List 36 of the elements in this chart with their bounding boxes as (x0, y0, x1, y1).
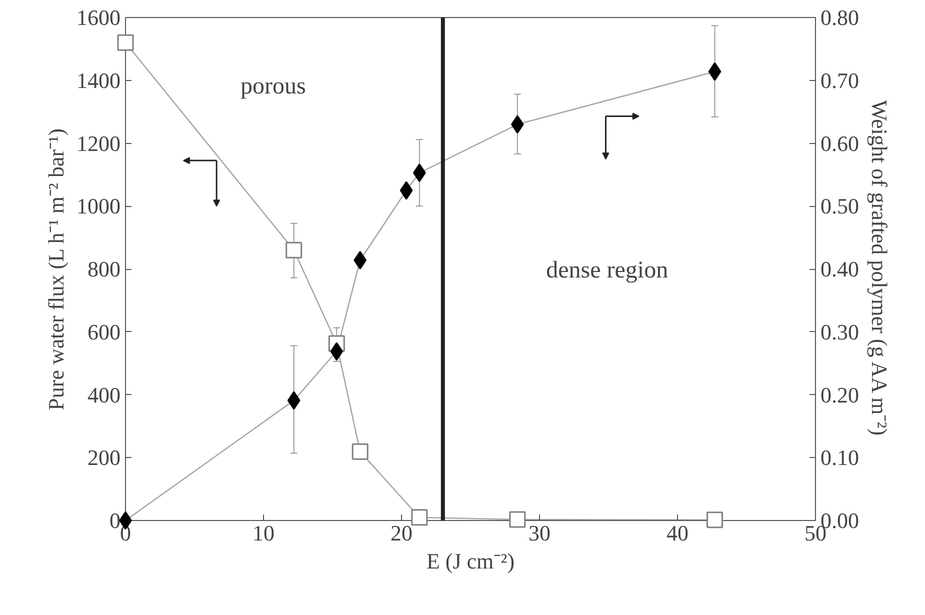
y2-tick-label: 0.50 (820, 194, 859, 219)
x-tick-label: 20 (390, 520, 412, 546)
y-tick-label: 400 (88, 382, 120, 408)
y-tick-label: 600 (88, 319, 120, 344)
y-axis-title: Pure water flux (L h⁻¹ m⁻² bar⁻¹) (44, 128, 68, 410)
x-tick-label: 40 (666, 520, 688, 546)
x-tick-label: 30 (528, 520, 550, 546)
y2-tick-label: 0.60 (820, 130, 859, 156)
y-tick-label: 1000 (76, 194, 120, 219)
point (352, 443, 368, 460)
y-tick-label: 1400 (76, 68, 120, 93)
y2-tick-label: 0.80 (820, 5, 859, 30)
point (286, 242, 302, 258)
point (400, 181, 413, 200)
y2-tick-label: 0.70 (820, 68, 859, 93)
point (411, 509, 428, 526)
annotation: porous (240, 74, 306, 100)
point (287, 391, 300, 410)
y-tick-label: 200 (88, 445, 120, 470)
point (708, 62, 722, 81)
y-tick-label: 1200 (76, 130, 120, 156)
y-tick-label: 1600 (76, 5, 120, 30)
x-axis-title: E (J cm⁻²) (426, 548, 515, 574)
y2-axis-title: Weight of grafted polymer (g AA m⁻²) (867, 100, 892, 436)
point (509, 511, 526, 528)
y2-tick-label: 0.30 (820, 319, 859, 344)
annotation: dense region (546, 257, 668, 284)
y-tick-label: 800 (88, 256, 120, 282)
point (706, 512, 724, 528)
y2-tick-label: 0.20 (820, 382, 859, 408)
point (330, 342, 344, 361)
x-tick-label: 10 (252, 520, 274, 546)
y2-tick-label: 0.10 (820, 445, 859, 470)
point (354, 250, 367, 270)
point (117, 34, 134, 51)
y2-tick-label: 0.40 (820, 256, 859, 282)
